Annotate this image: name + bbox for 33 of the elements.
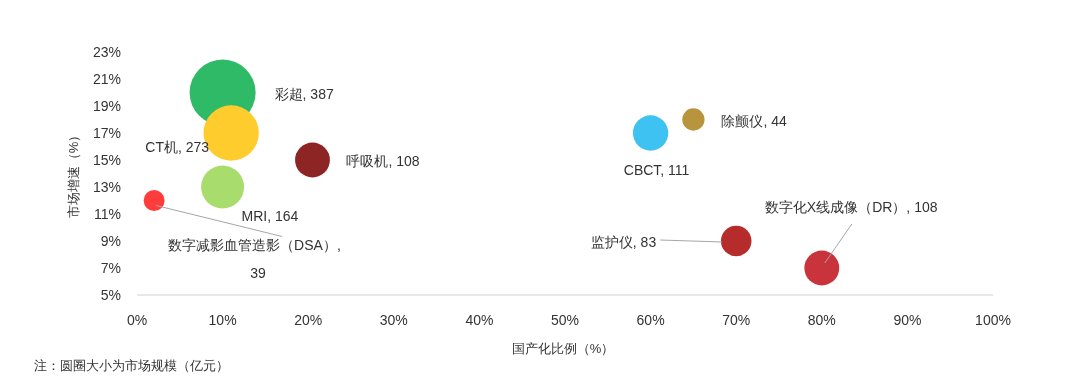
x-tick-label: 20% (294, 312, 323, 328)
y-tick-label: 9% (100, 233, 121, 249)
y-tick-label: 17% (92, 125, 121, 141)
data-label: 数字化X线成像（DR）, 108 (764, 199, 938, 215)
y-tick-label: 13% (92, 179, 121, 195)
y-tick-label: 19% (92, 98, 121, 114)
data-label: 呼吸机, 108 (346, 153, 420, 169)
x-tick-label: 50% (550, 312, 580, 328)
data-label: CBCT, 111 (623, 162, 690, 178)
y-axis-title: 市场增速（%） (66, 128, 81, 219)
y-tick-label: 11% (94, 206, 121, 222)
data-label: 彩超, 387 (274, 85, 334, 102)
x-tick-label: 10% (208, 312, 237, 328)
data-label: 除颤仪, 44 (721, 112, 787, 129)
data-label: CT机, 273 (145, 139, 210, 155)
x-tick-label: 30% (379, 312, 408, 328)
y-tick-label: 5% (100, 287, 121, 303)
data-label: MRI, 164 (241, 208, 299, 224)
x-tick-label: 70% (722, 312, 751, 328)
x-tick-label: 90% (893, 312, 922, 328)
y-tick-label: 21% (92, 71, 121, 87)
text: 注：圆圈大小为市场规模（亿元） (34, 358, 229, 373)
y-tick-label: 15% (92, 152, 121, 168)
y-tick-label: 7% (100, 260, 121, 276)
y-tick-label: 23% (92, 44, 121, 60)
x-tick-label: 0% (126, 312, 148, 328)
data-label: 数字减影血管造影（DSA）, 39 (168, 236, 341, 281)
x-axis-title: 国产化比例（%） (511, 341, 615, 356)
data-label: 监护仪, 83 (590, 234, 657, 250)
x-tick-label: 60% (636, 312, 665, 328)
x-tick-label: 40% (465, 312, 494, 328)
x-tick-label: 80% (807, 312, 836, 328)
x-tick-label: 100% (975, 312, 1011, 328)
